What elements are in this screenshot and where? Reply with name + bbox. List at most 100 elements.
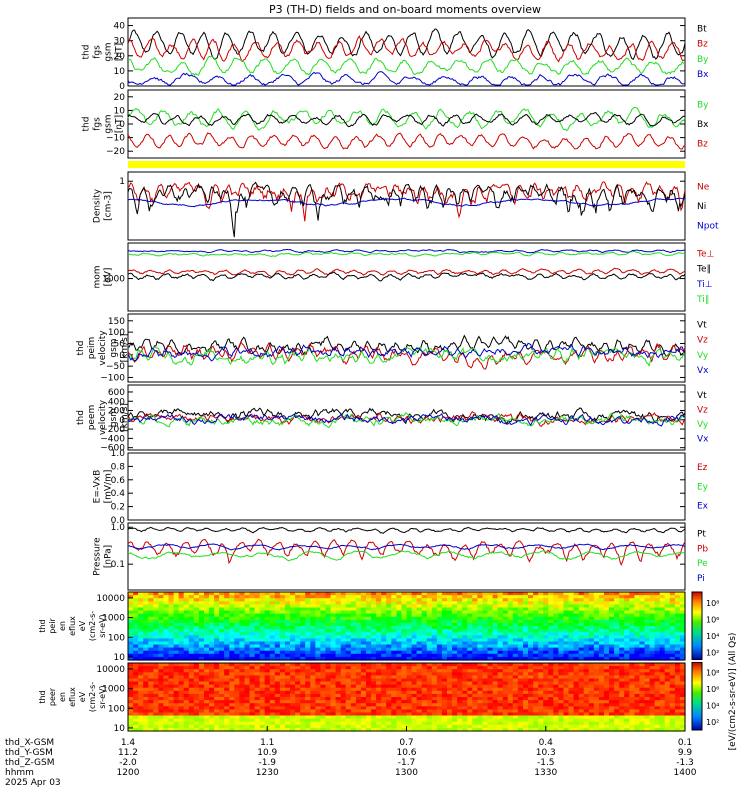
legend-Ne: Ne [697,182,710,192]
spectrogram-cell [224,629,230,633]
spectrogram-cell [224,626,230,630]
spectrogram-cell [371,626,377,630]
spectrogram-cell [396,678,403,683]
spectrogram-cell [254,697,261,701]
spectrogram-cell [431,715,438,720]
spectrogram-cell [416,653,423,658]
spectrogram-cell [573,721,580,726]
spectrogram-cell [219,684,225,689]
spectrogram-cell [553,592,559,596]
spectrogram-cell [604,601,610,605]
spectrogram-cell [583,672,590,676]
spectrogram-cell [249,638,256,643]
spectrogram-cell [669,613,676,618]
spectrogram-cell [209,709,215,714]
spectrogram-cell [290,647,296,652]
spectrogram-cell [330,697,337,701]
spectrogram-cell [254,629,261,633]
spectrogram-cell [447,650,453,655]
spectrogram-cell [452,666,458,670]
spectrogram-cell [325,721,332,726]
spectrogram-cell [593,675,600,680]
spectrogram-cell [659,613,666,618]
spectrogram-cell [254,666,261,670]
spectrogram-cell [619,706,625,710]
spectrogram-cell [629,656,635,661]
spectrogram-cell [502,644,509,649]
spectrogram-cell [588,721,595,726]
y-axis-label: fgs [93,117,103,131]
spectrogram-cell [604,632,610,636]
spectrogram-cell [209,598,215,602]
spectrogram-cell [619,619,625,624]
spectrogram-cell [538,727,544,732]
spectrogram-cell [457,675,463,680]
spectrogram-cell [133,697,139,701]
spectrogram-cell [360,638,367,643]
spectrogram-cell [477,718,484,723]
spectrogram-cell [163,666,170,670]
spectrogram-cell [335,690,342,695]
spectrogram-cell [457,721,463,726]
spectrogram-cell [629,607,635,612]
spectrogram-cell [396,687,403,692]
spectrogram-cell [482,616,489,621]
spectrogram-cell [593,653,600,658]
spectrogram-cell [487,712,494,717]
spectrogram-cell [254,700,261,704]
spectrogram-cell [279,650,286,655]
y-axis-label: thd [76,410,86,425]
spectrogram-cell [441,724,448,729]
spectrogram-cell [345,619,352,624]
spectrogram-cell [406,693,413,698]
spectrogram-cell [269,629,276,633]
spectrogram-cell [649,718,656,723]
spectrogram-cell [543,604,549,609]
spectrogram-cell [173,616,180,621]
spectrogram-cell [674,616,681,621]
spectrogram-cell [593,604,600,609]
spectrogram-cell [441,697,448,701]
spectrogram-cell [219,724,225,729]
spectrogram-cell [674,653,681,658]
spectrogram-cell [472,663,478,667]
spectrogram-cell [619,647,625,652]
spectrogram-cell [624,622,630,627]
y-tick-label: 100 [108,328,125,338]
spectrogram-cell [477,632,484,636]
spectrogram-cell [538,690,544,695]
spectrogram-cell [183,697,190,701]
spectrogram-cell [244,619,251,624]
spectrogram-cell [396,653,403,658]
spectrogram-cell [619,687,625,692]
spectrogram-cell [143,619,149,624]
spectrogram-cell [517,641,524,646]
spectrogram-cell [391,635,397,639]
spectrogram-cell [254,641,261,646]
spectrogram-cell [188,724,195,729]
spectrogram-cell [548,656,554,661]
series-line-Bz [127,132,686,150]
spectrogram-cell [158,715,165,720]
spectrogram-cell [350,604,357,609]
spectrogram-cell [224,656,230,661]
spectrogram-cell [563,653,570,658]
spectrogram-cell [467,678,473,683]
spectrogram-cell [406,607,413,612]
spectrogram-cell [659,672,666,676]
spectrogram-cell [290,629,296,633]
spectrogram-cell [558,647,565,652]
spectrogram-cell [568,644,575,649]
spectrogram-cell [229,641,235,646]
spectrogram-cell [355,647,362,652]
spectrogram-cell [214,690,220,695]
spectrogram-cell [573,681,580,686]
spectrogram-cell [128,607,134,612]
spectrogram-cell [452,700,458,704]
spectrogram-cell [219,706,225,710]
spectrogram-cell [173,718,180,723]
spectrogram-cell [472,721,478,726]
spectrogram-cell [188,687,195,692]
spectrogram-cell [158,718,165,723]
spectrogram-cell [138,684,144,689]
